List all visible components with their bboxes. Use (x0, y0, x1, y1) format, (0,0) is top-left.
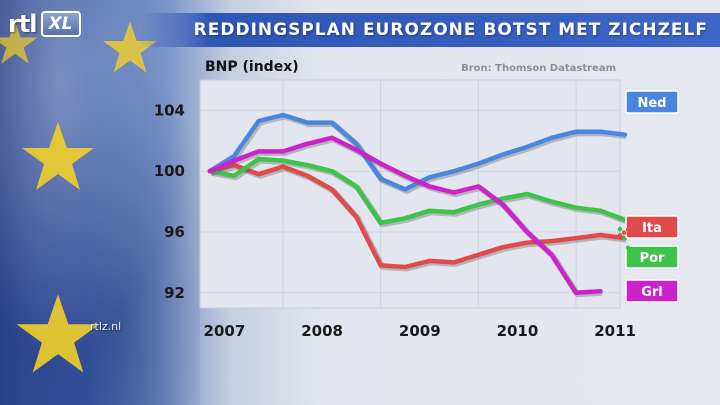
legend-connector-dot (617, 226, 623, 232)
legend-item-grl: Grl (625, 279, 679, 303)
plot-area (199, 79, 621, 309)
series-line-grl (207, 135, 603, 296)
eu-star-icon (16, 294, 100, 373)
y-tick-label: 104 (154, 101, 185, 119)
legend-item-por: Por (625, 245, 679, 269)
legend-connector-dot (621, 236, 627, 241)
eu-star-icon (103, 21, 157, 73)
eu-flag-background (0, 0, 200, 405)
y-tick-label: 92 (164, 284, 185, 302)
legend-label: Por (640, 251, 665, 266)
title-bar: REDDINGSPLAN EUROZONE BOTST MET ZICHZELF (140, 13, 720, 47)
legend-box (625, 215, 679, 239)
legend-label: Grl (641, 285, 663, 300)
legend-box (625, 90, 679, 114)
x-tick-label: 2009 (399, 322, 441, 340)
legend-connector-dot (625, 245, 631, 250)
series-line-ita (207, 162, 628, 270)
y-tick-label: 96 (164, 223, 185, 241)
y-tick-label: 100 (154, 162, 185, 180)
series-line-por (207, 156, 628, 226)
logo-xl-text: XL (40, 11, 81, 37)
eu-star-icon (22, 122, 94, 190)
source-note: Bron: Thomson Datastream (461, 63, 616, 74)
legend-item-ned: Ned (625, 90, 679, 114)
x-tick-label: 2008 (301, 322, 343, 340)
legend-label: Ned (637, 96, 666, 111)
x-tick-label: 2007 (204, 322, 246, 340)
x-tick-label: 2011 (594, 322, 636, 340)
legend-label: Ita (642, 221, 662, 236)
legend-box (625, 245, 679, 269)
watermark-url: rtlz.nl (90, 320, 122, 333)
legend-connector-dot (625, 227, 631, 232)
legend-item-ita: Ita (625, 215, 679, 239)
y-axis-label: BNP (index) (205, 59, 299, 75)
legend-connector-dot (617, 233, 623, 238)
x-tick-label: 2010 (497, 322, 539, 340)
rtl-xl-logo: rtl XL (8, 10, 81, 38)
chart-title: REDDINGSPLAN EUROZONE BOTST MET ZICHZELF (193, 20, 708, 40)
eu-star-icon (0, 21, 38, 64)
legend-box (625, 279, 679, 303)
legend-connector-dot (621, 230, 627, 235)
logo-rtl-text: rtl (8, 10, 38, 38)
